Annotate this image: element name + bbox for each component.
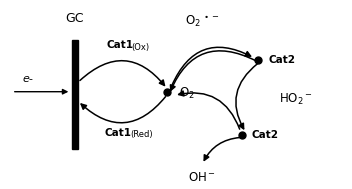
Text: GC: GC: [65, 12, 84, 25]
Text: (Ox): (Ox): [132, 43, 150, 52]
Text: OH$^-$: OH$^-$: [188, 171, 216, 184]
Text: Cat1: Cat1: [106, 40, 133, 50]
Text: (Red): (Red): [130, 130, 152, 139]
Text: e-: e-: [22, 74, 33, 84]
Text: Cat2: Cat2: [269, 55, 296, 65]
Text: HO$_2$$^-$: HO$_2$$^-$: [279, 92, 313, 107]
Text: Cat1: Cat1: [105, 128, 131, 138]
Text: O$_2$: O$_2$: [178, 86, 194, 101]
Bar: [71, 40, 78, 149]
Text: O$_2$$^{\,\bullet-}$: O$_2$$^{\,\bullet-}$: [185, 13, 219, 29]
Text: Cat2: Cat2: [251, 130, 278, 140]
